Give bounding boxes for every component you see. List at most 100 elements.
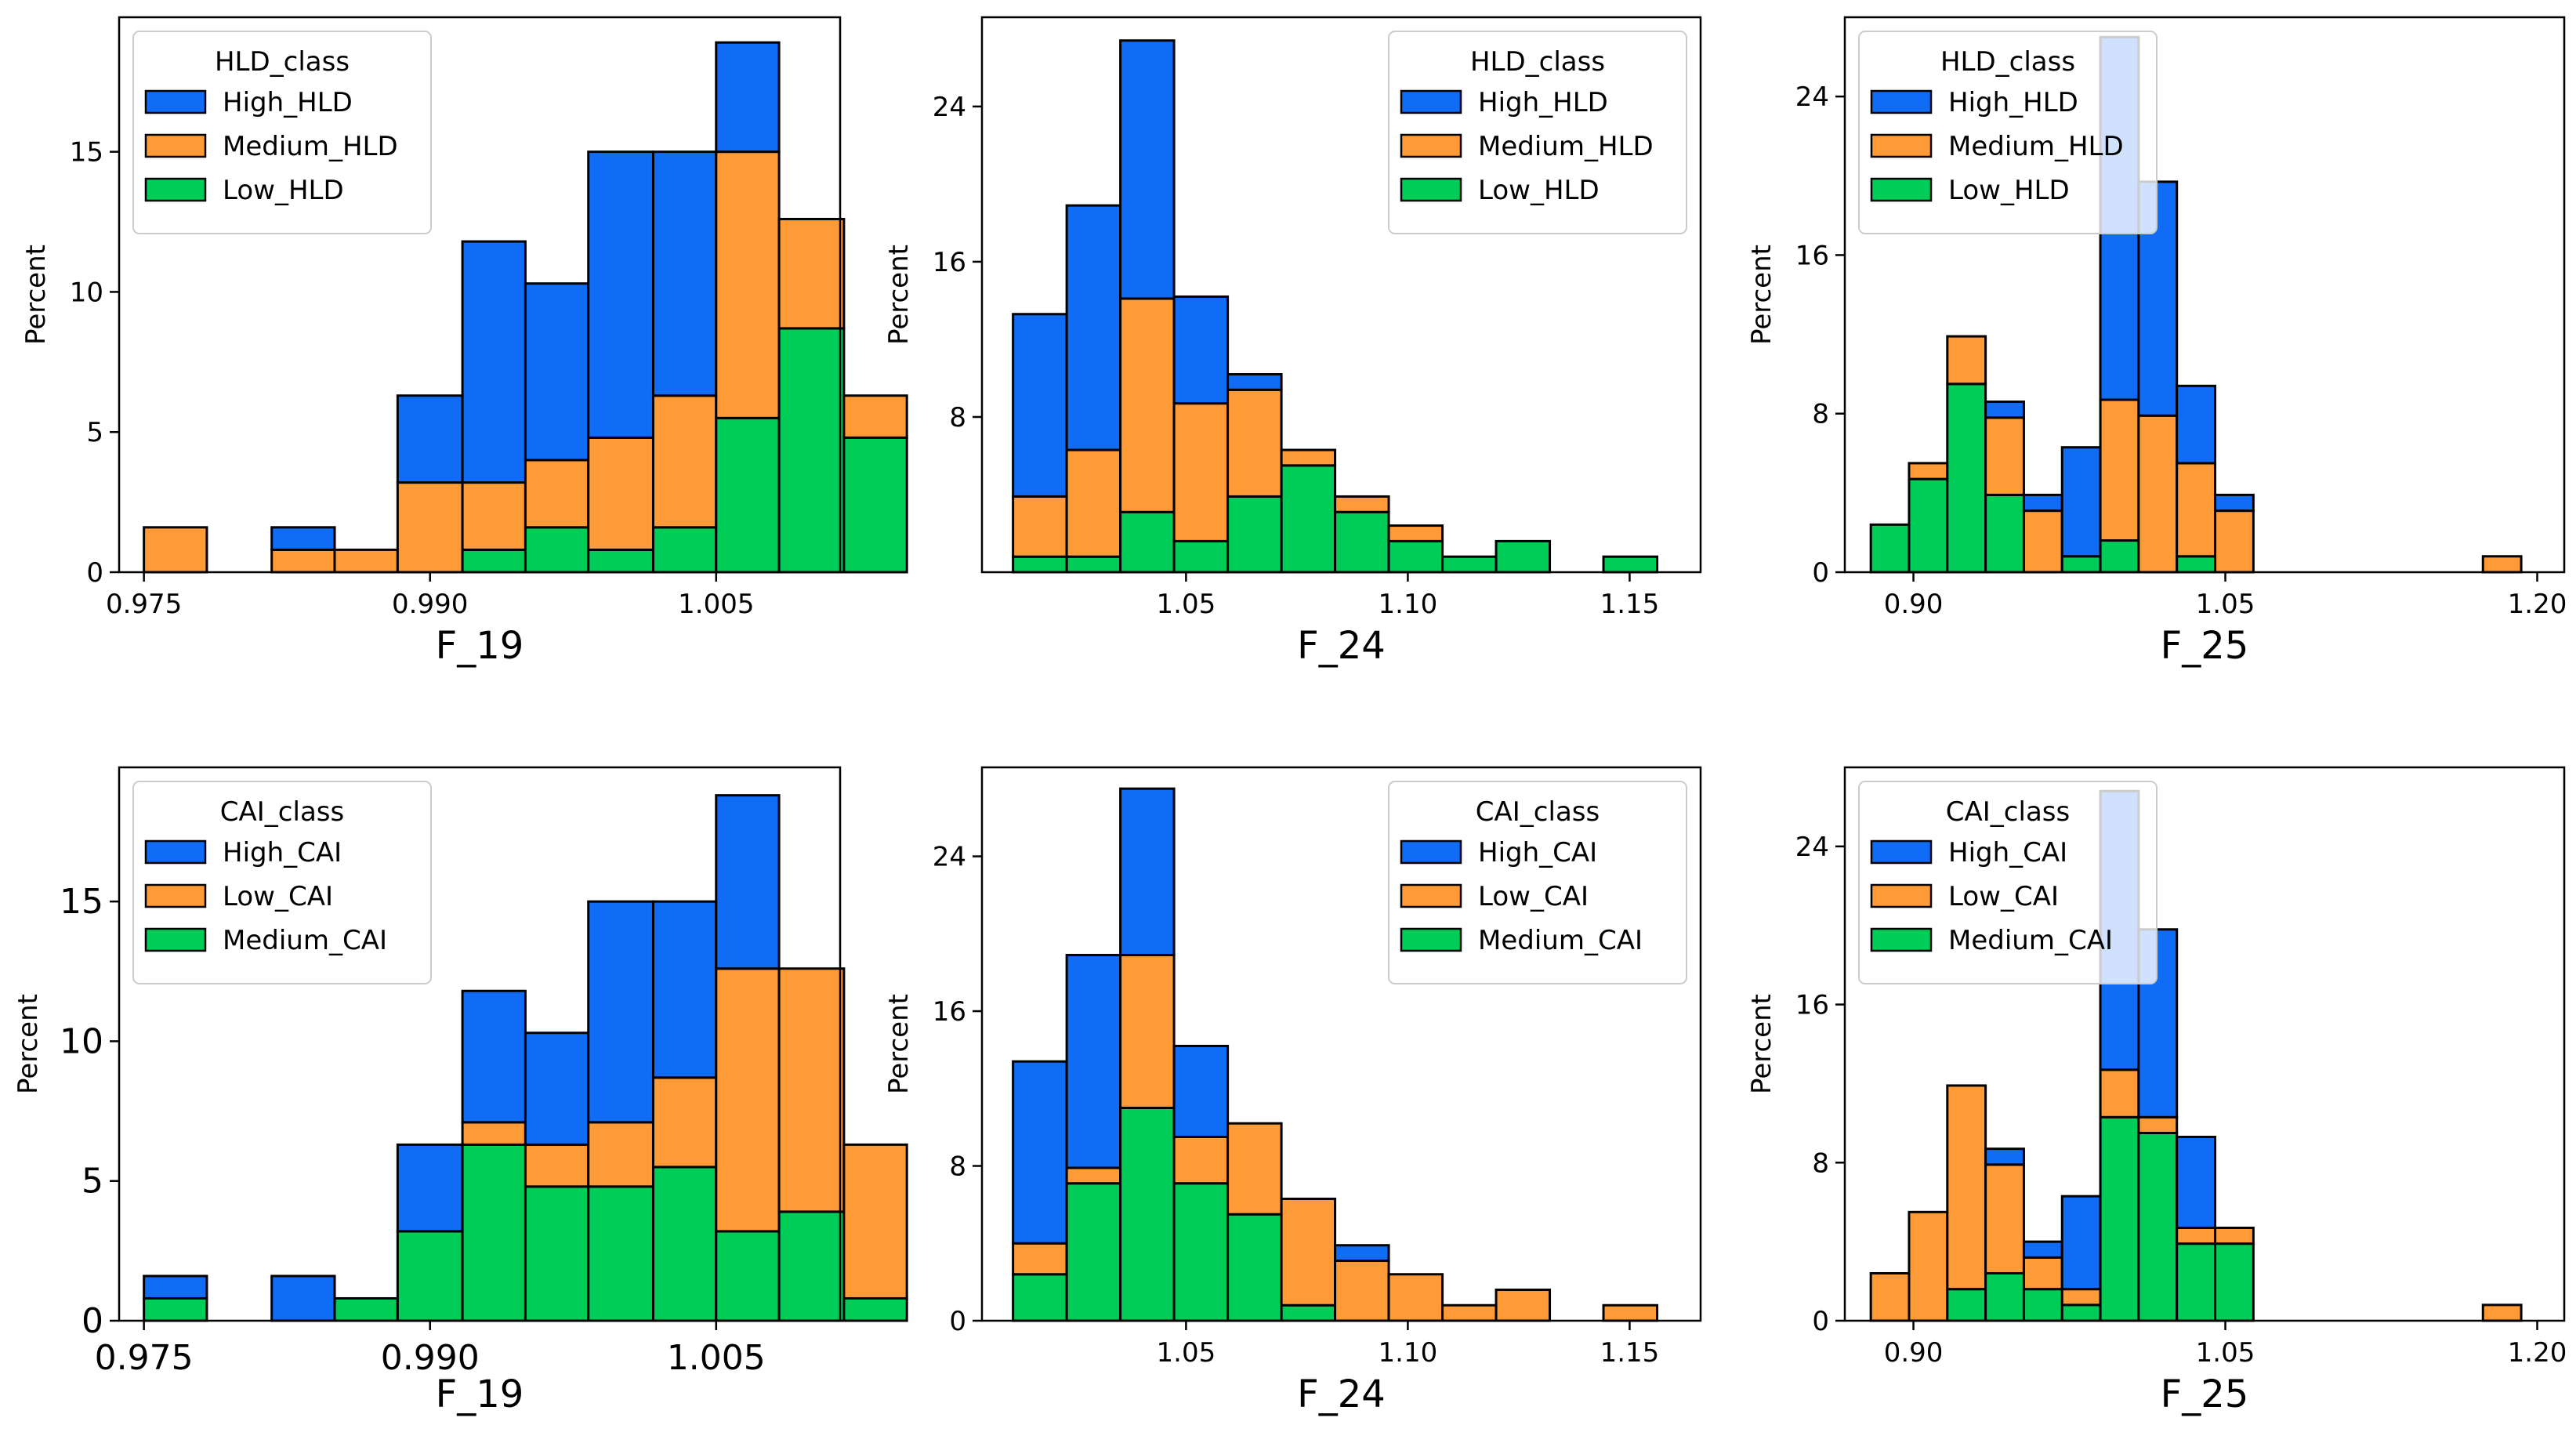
bar-high-cai-bin-1 — [143, 1274, 208, 1300]
bar-low-hld-bin-3 — [1946, 383, 1987, 574]
legend-swatch-medium-cai — [144, 927, 207, 952]
axes-frame — [980, 766, 1702, 1322]
legend-box — [1858, 781, 2158, 984]
x-tick-label: 1.10 — [1379, 589, 1438, 620]
bar-medium-hld-bin-3 — [270, 548, 336, 574]
bar-medium-hld-bin-17 — [2481, 555, 2523, 574]
bar-low-cai-bin-8 — [587, 1121, 654, 1188]
y-tick-label: 24 — [933, 842, 966, 873]
y-tick-label: 24 — [1795, 82, 1829, 113]
chart-panel-3: 0.90 1.05 1.20 0 8 16 24 F_25 Percent HLD_class Hi… — [1746, 16, 2567, 668]
bar-medium-cai-bin-4 — [1172, 1182, 1230, 1322]
bar-low-cai-bin-12 — [842, 1143, 908, 1300]
bar-low-hld-bin-10 — [715, 416, 781, 574]
bar-medium-hld-bin-11 — [777, 217, 846, 330]
bar-medium-hld-bin-5 — [2022, 509, 2063, 574]
axes-frame — [980, 16, 1702, 574]
y-tick-label: 16 — [933, 996, 966, 1028]
bar-low-hld-bin-2 — [1908, 477, 1949, 574]
y-tick-label: 16 — [1795, 990, 1829, 1021]
bar-low-hld-bin-9 — [651, 526, 718, 574]
bar-low-cai-bin-1 — [1012, 1242, 1068, 1276]
bar-low-hld-bin-7 — [1334, 510, 1390, 574]
legend-label-low-hld: Low_HLD — [1478, 175, 1600, 206]
chart-panel-1: 0.975 0.990 1.005 0 5 10 15 F_19 Percent HLD_clas… — [20, 16, 908, 668]
bar-low-cai-bin-17 — [2481, 1303, 2523, 1322]
legend-swatch-medium-hld — [1870, 133, 1933, 158]
bar-low-cai-bin-6 — [461, 1121, 527, 1146]
bar-low-cai-bin-9 — [1441, 1303, 1498, 1322]
bar-medium-cai-bin-6 — [1280, 1303, 1337, 1322]
x-axis-label: F_25 — [2161, 624, 2249, 668]
bar-high-cai-bin-9 — [651, 900, 718, 1079]
bar-medium-cai-bin-6 — [2060, 1303, 2102, 1322]
y-tick-label: 24 — [933, 92, 966, 123]
legend-title: CAI_class — [220, 796, 344, 828]
bar-medium-hld-bin-3 — [1119, 297, 1176, 513]
bar-medium-cai-bin-3 — [1119, 1106, 1176, 1322]
legend-label-high-hld: High_HLD — [1478, 87, 1608, 118]
bar-low-cai-bin-10 — [715, 967, 781, 1233]
bar-medium-cai-bin-4 — [333, 1296, 399, 1322]
y-tick-label: 10 — [60, 1021, 103, 1061]
x-tick-label: 1.10 — [1379, 1337, 1438, 1369]
bar-medium-hld-bin-10 — [2214, 509, 2255, 574]
bar-medium-hld-bin-7 — [1334, 495, 1390, 513]
bar-low-hld-bin-12 — [1602, 555, 1659, 574]
y-tick-label: 0 — [1812, 557, 1829, 589]
bar-high-hld-bin-1 — [1012, 313, 1068, 498]
legend-label-low-cai: Low_CAI — [223, 881, 333, 912]
bar-high-hld-bin-4 — [1172, 295, 1230, 405]
bar-medium-hld-bin-2 — [1908, 462, 1949, 480]
y-axis-label: Percent — [883, 245, 915, 345]
bar-medium-cai-bin-8 — [2137, 1131, 2179, 1322]
bar-high-hld-bin-2 — [1065, 204, 1122, 451]
legend-swatch-low-cai — [1870, 883, 1933, 908]
bar-low-hld-bin-7 — [2099, 539, 2140, 574]
bar-medium-hld-bin-5 — [396, 481, 464, 574]
x-tick-label: 1.15 — [1600, 589, 1660, 620]
legend-label-high-hld: High_HLD — [223, 87, 353, 118]
x-tick-label: 0.975 — [95, 1338, 194, 1378]
bar-high-cai-bin-4 — [1172, 1044, 1230, 1138]
bar-low-cai-bin-7 — [1334, 1259, 1390, 1322]
bar-medium-hld-bin-4 — [333, 548, 399, 574]
legend-title: HLD_class — [1940, 46, 2075, 78]
legend-label-high-hld: High_HLD — [1948, 87, 2078, 118]
legend-swatch-medium-hld — [1400, 133, 1462, 158]
bar-low-hld-bin-2 — [1065, 555, 1122, 574]
bar-low-cai-bin-3 — [1946, 1084, 1987, 1291]
bar-medium-cai-bin-9 — [2176, 1242, 2217, 1322]
y-tick-label: 5 — [86, 417, 103, 448]
legend: CAI_class High_CAI Low_CAI Medium_CAI — [132, 781, 432, 984]
bar-high-cai-bin-6 — [2060, 1195, 2102, 1291]
x-tick-label: 0.990 — [392, 589, 468, 620]
bar-high-hld-bin-3 — [270, 526, 336, 551]
bar-high-cai-bin-6 — [461, 989, 527, 1124]
y-tick-label: 0 — [949, 1306, 966, 1337]
legend-swatch-high-cai — [1870, 839, 1933, 865]
legend-label-medium-hld: Medium_HLD — [1478, 131, 1654, 162]
bar-low-cai-bin-7 — [524, 1143, 590, 1188]
legend-label-medium-cai: Medium_CAI — [1478, 925, 1643, 956]
legend-label-high-cai: High_CAI — [1478, 837, 1597, 868]
bar-low-cai-bin-8 — [1387, 1273, 1444, 1322]
bar-medium-hld-bin-10 — [715, 150, 781, 419]
bar-low-cai-bin-10 — [2214, 1226, 2255, 1245]
bar-low-cai-bin-5 — [1226, 1122, 1283, 1216]
x-tick-label: 1.20 — [2508, 1337, 2567, 1369]
bar-low-cai-bin-11 — [777, 967, 846, 1213]
bar-medium-cai-bin-1 — [143, 1296, 208, 1322]
bar-low-cai-bin-10 — [1495, 1289, 1552, 1322]
x-tick-label: 1.005 — [678, 589, 754, 620]
bar-high-cai-bin-3 — [270, 1274, 336, 1322]
bar-low-hld-bin-6 — [2060, 555, 2102, 574]
y-tick-label: 5 — [82, 1162, 103, 1202]
bar-medium-hld-bin-6 — [461, 481, 527, 551]
bar-medium-hld-bin-6 — [1280, 448, 1337, 467]
bar-low-cai-bin-5 — [2022, 1256, 2063, 1291]
bar-low-hld-bin-6 — [461, 548, 527, 574]
axes-frame — [118, 766, 842, 1322]
bar-high-hld-bin-5 — [396, 394, 464, 484]
x-axis-label: F_24 — [1297, 1372, 1386, 1416]
